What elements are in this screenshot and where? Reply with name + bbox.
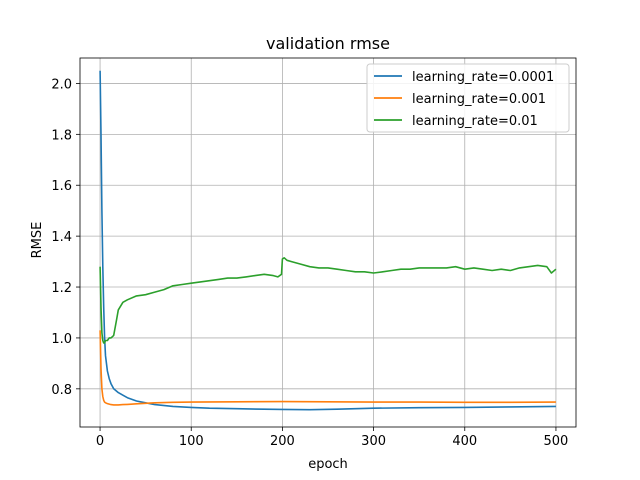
series-line-1 (99, 330, 556, 406)
x-tick-label: 100 (179, 434, 204, 449)
y-tick-label: 1.0 (51, 332, 72, 347)
legend: learning_rate=0.0001 learning_rate=0.001l… (366, 63, 570, 133)
legend-label-0: learning_rate=0.0001 (412, 70, 554, 85)
y-tick-label: 2.0 (51, 77, 72, 92)
legend-label-2: learning_rate=0.01 (412, 114, 538, 129)
x-tick-label: 0 (96, 434, 104, 449)
y-tick-label: 1.8 (51, 128, 72, 143)
x-tick-label: 500 (544, 434, 569, 449)
legend-box (366, 63, 570, 133)
y-tick-label: 0.8 (51, 383, 72, 398)
x-tick-label: 300 (361, 434, 386, 449)
series-lines (99, 70, 557, 411)
series-line-2 (99, 256, 557, 344)
axes: 0 100 200 300 400 500 0.8 1.0 1.2 1.4 1.6 1.8 2.0 (51, 57, 577, 449)
x-axis-label: epoch (308, 457, 348, 472)
x-tick-label: 400 (452, 434, 477, 449)
x-tick-label: 200 (270, 434, 295, 449)
legend-label-1: learning_rate=0.001 (412, 92, 546, 107)
y-axis-label: RMSE (30, 222, 45, 259)
y-tick-label: 1.6 (51, 179, 72, 194)
series-line-0 (99, 70, 556, 411)
plot-frame (79, 57, 577, 428)
chart-title: validation rmse (266, 34, 390, 53)
y-tick-label: 1.2 (51, 281, 72, 296)
y-tick-label: 1.4 (51, 230, 72, 245)
